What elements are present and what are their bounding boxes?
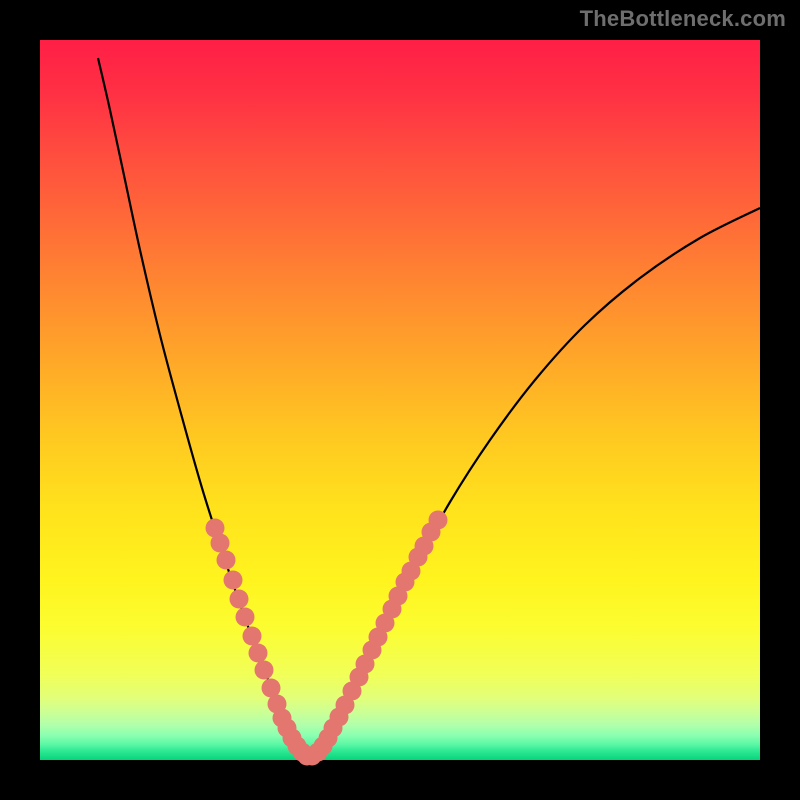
plot-background [40, 40, 760, 760]
curve-marker [211, 534, 230, 553]
curve-marker [429, 511, 448, 530]
curve-marker [230, 590, 249, 609]
bottleneck-chart [0, 0, 800, 800]
curve-marker [217, 551, 236, 570]
curve-marker [255, 661, 274, 680]
curve-marker [224, 571, 243, 590]
watermark-text: TheBottleneck.com [580, 6, 786, 32]
curve-marker [243, 627, 262, 646]
curve-marker [236, 608, 255, 627]
curve-marker [249, 644, 268, 663]
